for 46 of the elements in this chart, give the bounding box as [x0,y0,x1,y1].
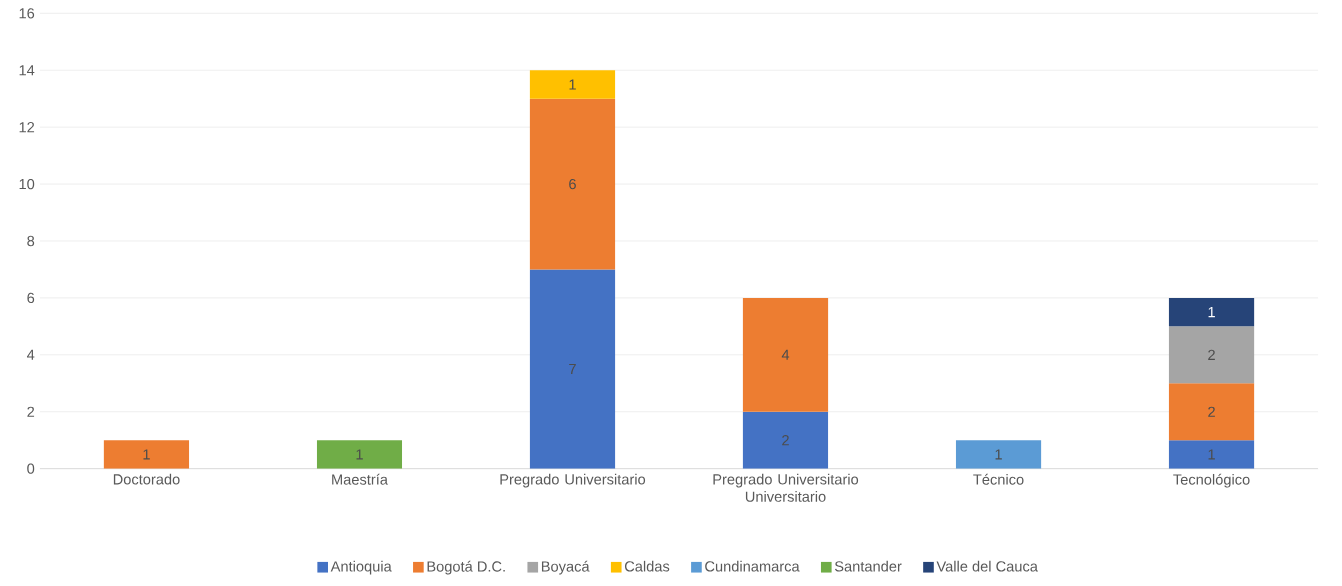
data-label: 1 [1208,449,1215,460]
bar [1168,297,1255,327]
y-tick-label: 2 [27,406,35,417]
bar [529,70,616,99]
data-label: 2 [1208,406,1215,417]
x-tick-label: Pregrado Universitario Universitario [713,473,859,502]
data-label: 2 [1208,349,1215,361]
y-tick-label: 10 [19,178,35,190]
bar [1168,440,1255,469]
x-tick-label: Maestría [332,473,388,485]
y-tick-label: 16 [19,8,35,19]
y-tick-label: 0 [27,463,35,474]
x-tick-label: Pregrado Universitario [500,473,646,488]
x-tick-label: Técnico [973,473,1024,485]
data-label: 1 [356,449,363,460]
bar [1168,326,1255,384]
data-label: 7 [569,364,576,375]
data-label: 1 [1208,307,1215,318]
legend-label: Santander [834,560,902,572]
bar [955,440,1042,469]
bar [103,440,190,469]
bar [529,269,616,469]
y-tick-label: 6 [27,292,35,304]
y-tick-label: 14 [19,65,35,76]
data-label: 4 [781,349,790,360]
bar [529,98,616,270]
x-tick-label: Doctorado [113,473,180,485]
data-label: 1 [143,449,150,460]
bar [1168,383,1255,441]
bar [742,411,829,469]
x-tick-label: Tecnológico [1173,473,1250,488]
data-label: 1 [995,449,1002,460]
y-tick-label: 4 [26,349,35,360]
y-tick-label: 12 [19,122,35,133]
data-label: 2 [782,435,789,446]
legend-label: Bogotá D.C. [427,560,505,575]
legend-label: Valle del Cauca [936,560,1038,572]
legend-label: Boyacá [541,560,590,575]
data-label: 6 [569,178,576,190]
bar [742,297,829,412]
legend-label: Antioquia [330,560,392,575]
legend-label: Cundinamarca [705,560,800,572]
data-label: 1 [569,79,576,90]
y-tick-label: 8 [27,235,35,247]
bar [316,440,403,469]
legend-label: Caldas [624,560,670,572]
